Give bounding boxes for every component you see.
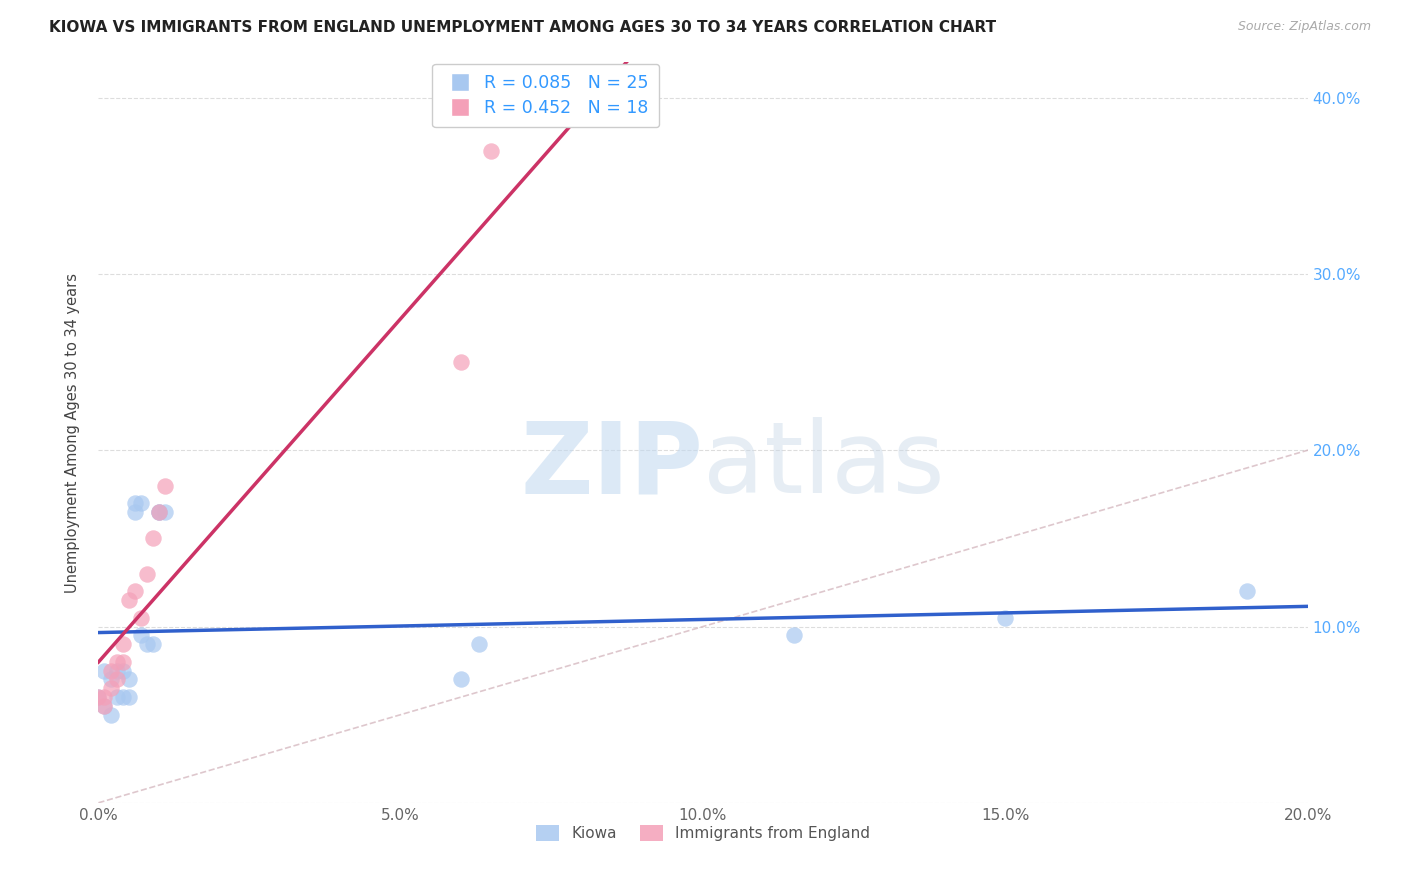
Point [153, 505, 176, 519]
Point [148, 505, 170, 519]
Point [105, 673, 128, 687]
Point [783, 628, 806, 642]
Point [124, 584, 146, 599]
Point [93, 698, 115, 713]
Point [148, 505, 170, 519]
Point [129, 496, 152, 510]
Point [129, 628, 152, 642]
Point [100, 681, 122, 696]
Point [118, 690, 141, 704]
Point [135, 566, 157, 581]
Point [450, 673, 472, 687]
Point [87, 690, 110, 704]
Text: KIOWA VS IMMIGRANTS FROM ENGLAND UNEMPLOYMENT AMONG AGES 30 TO 34 YEARS CORRELAT: KIOWA VS IMMIGRANTS FROM ENGLAND UNEMPLO… [49, 20, 997, 35]
Point [468, 637, 491, 651]
Point [93, 698, 115, 713]
Point [124, 496, 146, 510]
Point [111, 690, 134, 704]
Point [111, 655, 134, 669]
Point [87, 690, 110, 704]
Point [135, 637, 157, 651]
Point [1236, 584, 1258, 599]
Point [93, 690, 115, 704]
Point [100, 664, 122, 678]
Point [450, 355, 472, 369]
Legend: Kiowa, Immigrants from England: Kiowa, Immigrants from England [530, 819, 876, 847]
Text: ZIP: ZIP [520, 417, 703, 515]
Point [118, 673, 141, 687]
Point [124, 505, 146, 519]
Point [100, 707, 122, 722]
Point [994, 610, 1017, 624]
Point [129, 610, 152, 624]
Point [105, 690, 128, 704]
Point [153, 478, 176, 492]
Point [142, 637, 165, 651]
Text: atlas: atlas [703, 417, 945, 515]
Point [142, 532, 165, 546]
Point [111, 637, 134, 651]
Point [100, 673, 122, 687]
Point [93, 664, 115, 678]
Point [105, 664, 128, 678]
Point [118, 593, 141, 607]
Point [111, 664, 134, 678]
Y-axis label: Unemployment Among Ages 30 to 34 years: Unemployment Among Ages 30 to 34 years [65, 273, 80, 592]
Point [148, 505, 170, 519]
Point [481, 144, 503, 158]
Point [105, 655, 128, 669]
Text: Source: ZipAtlas.com: Source: ZipAtlas.com [1237, 20, 1371, 33]
